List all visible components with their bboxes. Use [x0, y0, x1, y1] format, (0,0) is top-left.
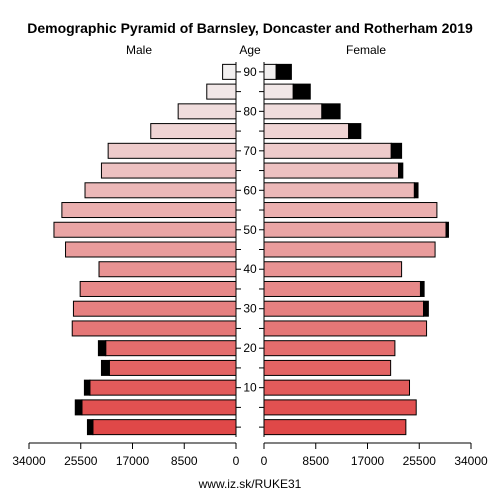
female-bar-20 — [263, 340, 396, 357]
female-label: Female — [346, 43, 386, 57]
age-tick-label-40: 40 — [243, 262, 257, 276]
female-bar-35 — [263, 280, 421, 297]
age-tick-label-10: 10 — [243, 381, 257, 395]
male-label: Male — [126, 43, 152, 57]
female-extra-bar-65 — [398, 162, 404, 179]
age-tick-label-50: 50 — [243, 223, 257, 237]
female-bar-25 — [263, 320, 428, 337]
male-extra-bar-0 — [86, 419, 94, 436]
age-tick-label-30: 30 — [243, 302, 257, 316]
male-bar-40 — [98, 261, 237, 278]
female-extra-bar-75 — [348, 123, 362, 140]
female-extra-bar-60 — [413, 182, 419, 199]
male-bar-45 — [65, 241, 237, 258]
male-bar-55 — [61, 202, 237, 219]
male-extra-bar-15 — [100, 359, 110, 376]
female-x-tick-label-17000: 17000 — [351, 454, 385, 468]
male-bar-30 — [72, 300, 237, 317]
female-bar-50 — [263, 221, 447, 238]
footer-url: www.iz.sk/RUKE31 — [198, 477, 302, 491]
female-bar-40 — [263, 261, 403, 278]
female-extra-bar-90 — [275, 63, 292, 80]
female-extra-bar-70 — [390, 142, 403, 159]
male-x-tick-label-34000: 34000 — [12, 454, 46, 468]
male-bar-70 — [107, 142, 237, 159]
axes-group: 10 20 30 40 50 60 70 80 90 0 0 8500 8500 17000 17000 25… — [12, 62, 488, 468]
age-tick-label-90: 90 — [243, 65, 257, 79]
female-bar-90 — [263, 63, 277, 80]
male-bar-60 — [84, 182, 237, 199]
male-x-tick-label-25500: 25500 — [64, 454, 98, 468]
male-bar-0 — [92, 419, 237, 436]
female-bar-45 — [263, 241, 436, 258]
female-bar-70 — [263, 142, 392, 159]
female-x-tick-label-25500: 25500 — [403, 454, 437, 468]
male-bar-65 — [100, 162, 237, 179]
female-bar-0 — [263, 419, 407, 436]
female-bar-85 — [263, 83, 294, 100]
male-bar-20 — [105, 340, 237, 357]
male-bar-15 — [108, 359, 237, 376]
age-tick-label-20: 20 — [243, 341, 257, 355]
female-x-tick-label-0: 0 — [261, 454, 268, 468]
female-bar-15 — [263, 359, 392, 376]
female-extra-bar-85 — [292, 83, 311, 100]
female-x-tick-label-34000: 34000 — [454, 454, 488, 468]
male-bar-85 — [206, 83, 237, 100]
age-tick-label-70: 70 — [243, 144, 257, 158]
female-bar-60 — [263, 182, 415, 199]
age-tick-label-60: 60 — [243, 183, 257, 197]
male-bar-10 — [89, 379, 237, 396]
female-extra-bar-30 — [423, 300, 429, 317]
female-extra-bar-80 — [321, 103, 341, 120]
female-x-tick-label-8500: 8500 — [302, 454, 329, 468]
age-label: Age — [239, 43, 261, 57]
female-bar-30 — [263, 300, 425, 317]
male-bar-80 — [177, 103, 237, 120]
male-extra-bar-20 — [97, 340, 107, 357]
male-bar-35 — [79, 280, 237, 297]
chart-title: Demographic Pyramid of Barnsley, Doncast… — [27, 20, 473, 36]
female-bar-10 — [263, 379, 411, 396]
female-extra-bar-35 — [419, 280, 425, 297]
male-x-tick-label-0: 0 — [233, 454, 240, 468]
female-bar-80 — [263, 103, 323, 120]
age-tick-label-80: 80 — [243, 104, 257, 118]
male-bar-90 — [222, 63, 237, 80]
female-extra-bar-50 — [445, 221, 449, 238]
male-x-tick-label-17000: 17000 — [116, 454, 150, 468]
bars-group — [53, 63, 449, 436]
male-bar-50 — [53, 221, 237, 238]
male-extra-bar-5 — [74, 399, 83, 416]
male-bar-25 — [71, 320, 237, 337]
female-bar-55 — [263, 202, 438, 219]
male-x-tick-label-8500: 8500 — [171, 454, 198, 468]
female-bar-65 — [263, 162, 400, 179]
male-bar-75 — [150, 123, 237, 140]
female-bar-5 — [263, 399, 417, 416]
male-bar-5 — [81, 399, 237, 416]
male-extra-bar-10 — [83, 379, 91, 396]
female-bar-75 — [263, 123, 350, 140]
